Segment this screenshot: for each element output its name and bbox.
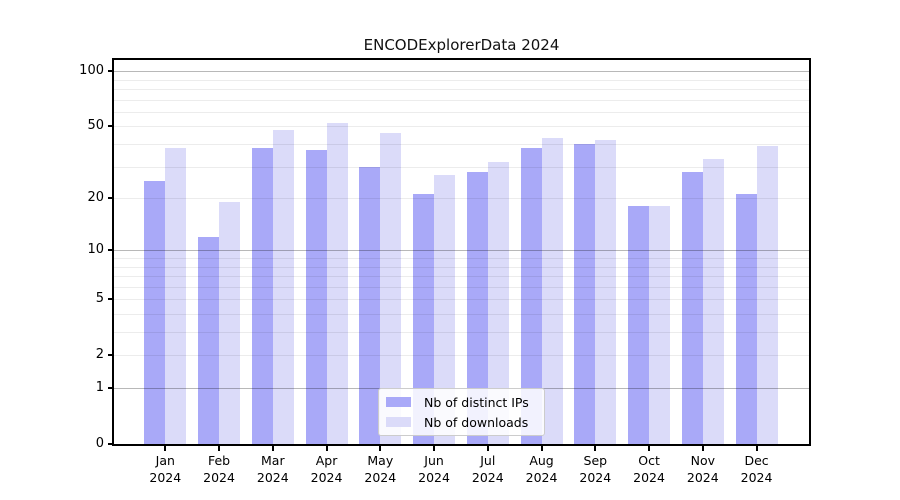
gridline-minor-80 <box>113 89 810 91</box>
y-tick-mark-10 <box>108 249 113 252</box>
bar-downloads-mar <box>272 129 294 444</box>
bar-ips-jan <box>144 180 166 444</box>
x-tick-label-mar: Mar 2024 <box>256 453 289 485</box>
bar-downloads-may <box>380 133 402 444</box>
bar-ips-oct <box>628 206 650 444</box>
gridlines-layer <box>113 60 810 444</box>
x-tick-label-aug: Aug 2024 <box>525 453 558 485</box>
chart-title: ENCODExplorerData 2024 <box>363 36 560 54</box>
bar-ips-jun <box>413 194 435 444</box>
bar-downloads-apr <box>326 123 348 444</box>
x-tick-mark-mar <box>271 446 274 451</box>
y-tick-label-0: 0 <box>95 436 104 451</box>
x-tick-label-may: May 2024 <box>364 453 397 485</box>
bar-ips-aug <box>520 148 542 444</box>
bar-downloads-jun <box>434 174 456 444</box>
y-tick-mark-50 <box>108 125 113 128</box>
y-tick-mark-2 <box>108 354 113 357</box>
x-tick-label-jul: Jul 2024 <box>471 453 504 485</box>
x-tick-label-feb: Feb 2024 <box>203 453 235 485</box>
gridline-minor-4 <box>113 314 810 316</box>
y-tick-label-50: 50 <box>87 118 104 134</box>
legend: Nb of distinct IPs Nb of downloads <box>378 388 545 436</box>
bar-ips-sep <box>574 144 596 444</box>
x-tick-mark-nov <box>701 446 704 451</box>
x-tick-mark-may <box>379 446 382 451</box>
gridline-minor-3 <box>113 332 810 334</box>
y-tick-label-2: 2 <box>95 347 104 363</box>
x-tick-mark-jun <box>433 446 436 451</box>
bar-downloads-jul <box>487 161 509 444</box>
legend-row-distinct-ips: Nb of distinct IPs <box>386 395 537 410</box>
y-tick-mark-5 <box>108 298 113 301</box>
bar-ips-mar <box>251 148 273 444</box>
gridline-minor-9 <box>113 258 810 260</box>
gridline-minor-60 <box>113 112 810 113</box>
x-tick-mark-feb <box>218 446 221 451</box>
x-tick-label-oct: Oct 2024 <box>633 453 665 485</box>
bar-downloads-aug <box>541 138 563 444</box>
gridline-minor-30 <box>113 166 810 168</box>
gridline-minor-70 <box>113 99 810 101</box>
plot-area <box>113 60 810 444</box>
legend-row-downloads: Nb of downloads <box>386 415 537 430</box>
gridline-10 <box>113 250 810 252</box>
x-tick-mark-jul <box>486 446 489 451</box>
bar-downloads-jan <box>165 148 187 444</box>
bar-downloads-sep <box>595 140 617 444</box>
x-tick-label-jun: Jun 2024 <box>418 453 450 485</box>
y-tick-mark-1 <box>108 387 113 390</box>
x-tick-label-dec: Dec 2024 <box>740 453 773 485</box>
gridline-minor-2 <box>113 355 810 357</box>
gridline-minor-40 <box>113 144 810 146</box>
x-tick-label-apr: Apr 2024 <box>310 453 343 485</box>
y-tick-label-100: 100 <box>79 63 104 79</box>
y-tick-mark-100 <box>108 70 113 73</box>
bars-layer <box>113 60 810 444</box>
bar-downloads-dec <box>756 146 778 444</box>
gridline-minor-7 <box>113 276 810 278</box>
bar-ips-apr <box>305 150 327 444</box>
gridline-minor-20 <box>113 198 810 200</box>
bar-ips-dec <box>735 194 757 444</box>
y-tick-mark-20 <box>108 197 113 200</box>
gridline-minor-8 <box>113 266 810 268</box>
x-tick-mark-dec <box>755 446 758 451</box>
x-tick-mark-oct <box>648 446 651 451</box>
y-tick-label-10: 10 <box>87 242 104 258</box>
x-tick-label-nov: Nov 2024 <box>686 453 719 485</box>
bar-ips-jul <box>466 172 488 444</box>
gridline-minor-6 <box>113 286 810 288</box>
gridline-minor-90 <box>113 79 810 81</box>
bar-ips-may <box>359 166 381 444</box>
legend-swatch-distinct-ips <box>386 397 411 407</box>
legend-label-distinct-ips: Nb of distinct IPs <box>424 394 529 410</box>
x-tick-mark-aug <box>540 446 543 451</box>
y-tick-mark-0 <box>108 443 113 445</box>
y-tick-label-1: 1 <box>95 380 104 396</box>
gridline-minor-50 <box>113 126 810 128</box>
x-tick-mark-sep <box>594 446 597 451</box>
y-tick-label-5: 5 <box>95 291 104 307</box>
x-tick-mark-jan <box>164 446 167 451</box>
legend-swatch-downloads <box>386 417 411 427</box>
x-tick-label-sep: Sep 2024 <box>579 453 612 485</box>
gridline-100 <box>113 71 810 73</box>
x-tick-mark-apr <box>325 446 328 451</box>
legend-label-downloads: Nb of downloads <box>424 414 529 430</box>
gridline-minor-5 <box>113 299 810 301</box>
bar-downloads-feb <box>219 202 241 444</box>
bar-ips-feb <box>198 236 220 444</box>
bar-downloads-oct <box>649 206 671 444</box>
bar-ips-nov <box>681 172 703 444</box>
y-tick-label-20: 20 <box>87 190 104 206</box>
bar-downloads-nov <box>702 159 724 444</box>
x-tick-label-jan: Jan 2024 <box>149 453 182 485</box>
